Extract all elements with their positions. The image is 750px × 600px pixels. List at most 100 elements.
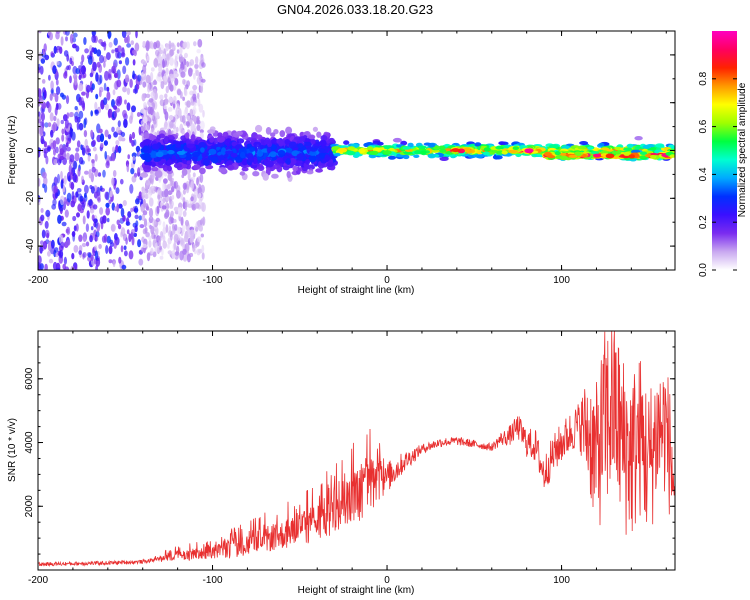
spectrogram-cell bbox=[49, 112, 54, 122]
spectrogram-cell bbox=[38, 111, 41, 117]
spectrogram-cell bbox=[277, 150, 286, 157]
spectrogram-cell bbox=[508, 149, 518, 154]
spectrogram-cell bbox=[56, 118, 60, 127]
spectrogram-cell bbox=[193, 72, 196, 80]
spectrogram-cell bbox=[57, 173, 60, 184]
colorbar-tick-label: 0.6 bbox=[698, 119, 709, 133]
spectrogram-cell bbox=[192, 124, 197, 133]
spectrogram-cell bbox=[134, 214, 139, 220]
spectrogram-cell bbox=[71, 191, 75, 200]
spectrogram-cell bbox=[144, 124, 150, 132]
spectrogram-cell bbox=[153, 234, 157, 239]
spectrogram-cell bbox=[189, 59, 195, 66]
spectrogram-cell bbox=[39, 263, 44, 270]
spectrogram-cell bbox=[192, 243, 196, 253]
colorbar-ticks: 0.0 0.2 0.4 0.6 0.8 bbox=[698, 71, 737, 277]
spectrogram-cell bbox=[120, 207, 125, 218]
spectrogram-cell bbox=[252, 171, 260, 177]
spectrogram-cell bbox=[158, 56, 162, 63]
spectrogram-cell bbox=[118, 135, 123, 142]
spectrogram-cell bbox=[68, 164, 73, 175]
spectrogram-cell bbox=[41, 112, 45, 121]
spectrogram-cell bbox=[159, 49, 164, 55]
spectrogram-cell bbox=[574, 151, 582, 157]
spectrogram-cell bbox=[132, 155, 136, 161]
spectrogram-cell bbox=[53, 115, 57, 122]
spectrogram-cell bbox=[138, 191, 142, 200]
spectrogram-cell bbox=[181, 224, 186, 233]
spectrogram-cell bbox=[83, 118, 87, 129]
spectrogram-cell bbox=[176, 150, 186, 155]
spectrogram-cell bbox=[273, 129, 279, 135]
spectrogram-cell bbox=[547, 155, 556, 159]
spectrogram-cell bbox=[60, 92, 64, 98]
spectrogram-cell bbox=[53, 147, 56, 156]
spectrogram-cell bbox=[131, 236, 135, 246]
spectrogram-cell bbox=[59, 144, 64, 152]
spectrogram-cell bbox=[111, 49, 115, 54]
spectrogram-cell bbox=[55, 79, 59, 86]
spectrogram-cell bbox=[124, 36, 128, 44]
spectrogram-cell bbox=[284, 139, 291, 145]
spectrogram-cell bbox=[81, 242, 87, 248]
snr-y-ticks: 2000 4000 6000 bbox=[24, 330, 675, 555]
spectrogram-cell bbox=[107, 31, 112, 39]
spectrogram-cell bbox=[299, 136, 306, 142]
spectrogram-cell bbox=[568, 154, 578, 158]
spectrogram-cell bbox=[143, 109, 147, 117]
spectrogram-cell bbox=[157, 72, 162, 77]
spectrogram-cell bbox=[270, 132, 276, 137]
spectrogram-cell bbox=[148, 235, 152, 241]
spectrogram-cell bbox=[91, 159, 95, 169]
spectrogram-cell bbox=[626, 143, 634, 148]
spectrogram-cell bbox=[38, 63, 41, 71]
spectrogram-cell bbox=[87, 154, 91, 162]
spectrogram-cell bbox=[168, 96, 173, 102]
spectrogram-cell bbox=[102, 169, 106, 178]
spectrogram-cell bbox=[190, 176, 195, 181]
spectrogram-cell bbox=[121, 47, 125, 57]
spectrogram-cell bbox=[265, 156, 271, 162]
spectrogram-cell bbox=[249, 146, 256, 152]
spectrogram-cell bbox=[64, 119, 69, 129]
spectrogram-cell bbox=[44, 229, 50, 238]
spectrogram-cell bbox=[196, 236, 202, 243]
spectrogram-cell bbox=[38, 255, 42, 265]
spectrogram-cell bbox=[167, 107, 173, 112]
snr-panel: -200 -100 0 100 2000 4000 6000 Height of stra… bbox=[7, 330, 676, 596]
spectrogram-cell bbox=[309, 150, 317, 156]
spectrogram-cell bbox=[193, 41, 197, 47]
spectrogram-cell bbox=[161, 190, 167, 198]
spectrogram-cell bbox=[155, 151, 164, 158]
spectrogram-cell bbox=[548, 144, 559, 149]
spectrogram-cell bbox=[182, 248, 187, 255]
spectrogram-cell bbox=[151, 166, 159, 172]
spectrogram-cell bbox=[368, 154, 377, 159]
spectrogram-cell bbox=[126, 163, 130, 173]
spectrogram-cell bbox=[328, 137, 335, 143]
spectrogram-cell bbox=[577, 145, 587, 150]
spectrogram-cell bbox=[439, 156, 449, 161]
spectrogram-cell bbox=[42, 131, 46, 137]
spectrogram-cell bbox=[48, 74, 51, 81]
spectrogram-cell bbox=[143, 131, 150, 139]
spectrogram-cell bbox=[347, 146, 356, 151]
spectrogram-cell bbox=[135, 198, 140, 205]
spectrogram-cell bbox=[78, 234, 83, 242]
spectrogram-cell bbox=[525, 148, 534, 153]
spectrogram-cell bbox=[186, 61, 190, 68]
spectrogram-cell bbox=[149, 197, 154, 207]
spectrogram-cell bbox=[308, 154, 317, 163]
spectrogram-cell bbox=[145, 161, 153, 166]
spectrogram-cell bbox=[150, 91, 155, 99]
snr-x-tick-label: 100 bbox=[553, 575, 570, 586]
spectrogram-cell bbox=[581, 154, 588, 158]
spectrogram-cell bbox=[173, 233, 179, 243]
snr-marks bbox=[38, 331, 675, 568]
spectrogram-cell bbox=[130, 40, 135, 46]
spectrogram-cell bbox=[75, 191, 79, 198]
spectrogram-cell bbox=[184, 219, 190, 227]
spectrogram-cell bbox=[66, 226, 71, 235]
spectrogram-cell bbox=[141, 247, 146, 252]
spectrogram-cell bbox=[296, 153, 304, 161]
